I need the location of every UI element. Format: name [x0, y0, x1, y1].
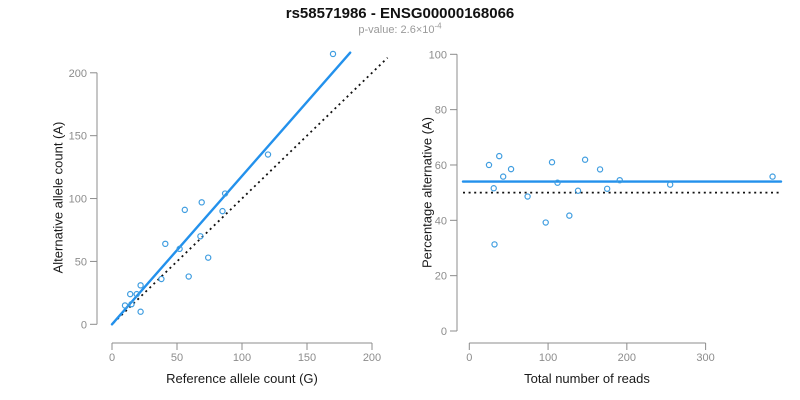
data-point: [574, 187, 582, 194]
data-point: [219, 207, 226, 215]
data-point: [490, 185, 497, 192]
data-point: [126, 290, 134, 298]
y-tick-label: 0: [441, 326, 447, 338]
x-tick-label: 200: [618, 352, 636, 364]
data-point: [185, 273, 192, 280]
regression-line: [110, 51, 352, 326]
x-tick-label: 150: [298, 352, 316, 364]
data-point: [158, 275, 165, 283]
data-point: [198, 199, 205, 206]
data-point: [197, 233, 204, 240]
data-point: [264, 151, 272, 158]
x-tick-label: 0: [466, 352, 472, 364]
right-plot-y-axis-label: Percentage alternative (A): [419, 116, 435, 269]
y-tick-label: 0: [81, 319, 87, 331]
data-point: [596, 166, 604, 173]
data-point: [133, 290, 140, 298]
data-point: [499, 173, 507, 180]
data-point: [507, 165, 515, 173]
data-point: [176, 245, 183, 253]
left-plot-x-axis-label: Reference allele count (G): [166, 371, 318, 386]
plot-title: rs58571986 - ENSG00000168066: [285, 5, 515, 22]
x-tick-label: 100: [233, 352, 251, 364]
data-point: [666, 181, 674, 188]
data-point: [128, 300, 135, 308]
data-point: [221, 190, 229, 197]
data-point: [542, 219, 549, 226]
data-point: [485, 161, 493, 169]
data-point: [491, 241, 498, 248]
x-tick-label: 0: [109, 352, 115, 364]
y-tick-label: 20: [435, 271, 447, 283]
data-point: [121, 302, 129, 309]
x-tick-label: 100: [539, 352, 557, 364]
x-tick-label: 200: [363, 352, 381, 364]
data-point: [137, 308, 144, 315]
x-tick-label: 300: [696, 352, 714, 364]
data-point: [566, 212, 573, 219]
data-point: [603, 185, 611, 192]
y-tick-label: 80: [435, 105, 447, 117]
data-point: [329, 50, 337, 58]
y-tick-label: 50: [75, 256, 87, 268]
left-plot-y-axis-label: Alternative allele count (A): [50, 121, 66, 274]
right-plot-x-axis-label: Total number of reads: [524, 371, 650, 386]
data-point: [616, 176, 623, 184]
data-point: [524, 193, 531, 200]
p-value-exponent: -4: [434, 21, 442, 31]
data-point: [554, 179, 561, 186]
data-point: [204, 254, 212, 261]
y-tick-label: 100: [429, 49, 447, 61]
data-point: [769, 173, 776, 180]
y-tick-label: 40: [435, 215, 447, 227]
p-value-text: p-value: 2.6×10: [358, 24, 435, 36]
data-point: [496, 152, 503, 160]
y-tick-label: 100: [69, 194, 87, 206]
identity-line: [112, 57, 389, 324]
p-value-subtitle: p-value: 2.6×10-4: [0, 21, 800, 36]
data-point: [581, 156, 589, 163]
y-tick-label: 150: [69, 131, 87, 143]
y-tick-label: 60: [435, 160, 447, 172]
data-point: [548, 159, 556, 166]
data-point: [137, 282, 144, 289]
data-point: [181, 206, 188, 214]
x-tick-label: 50: [171, 352, 183, 364]
y-tick-label: 200: [69, 68, 87, 80]
data-point: [162, 240, 169, 248]
